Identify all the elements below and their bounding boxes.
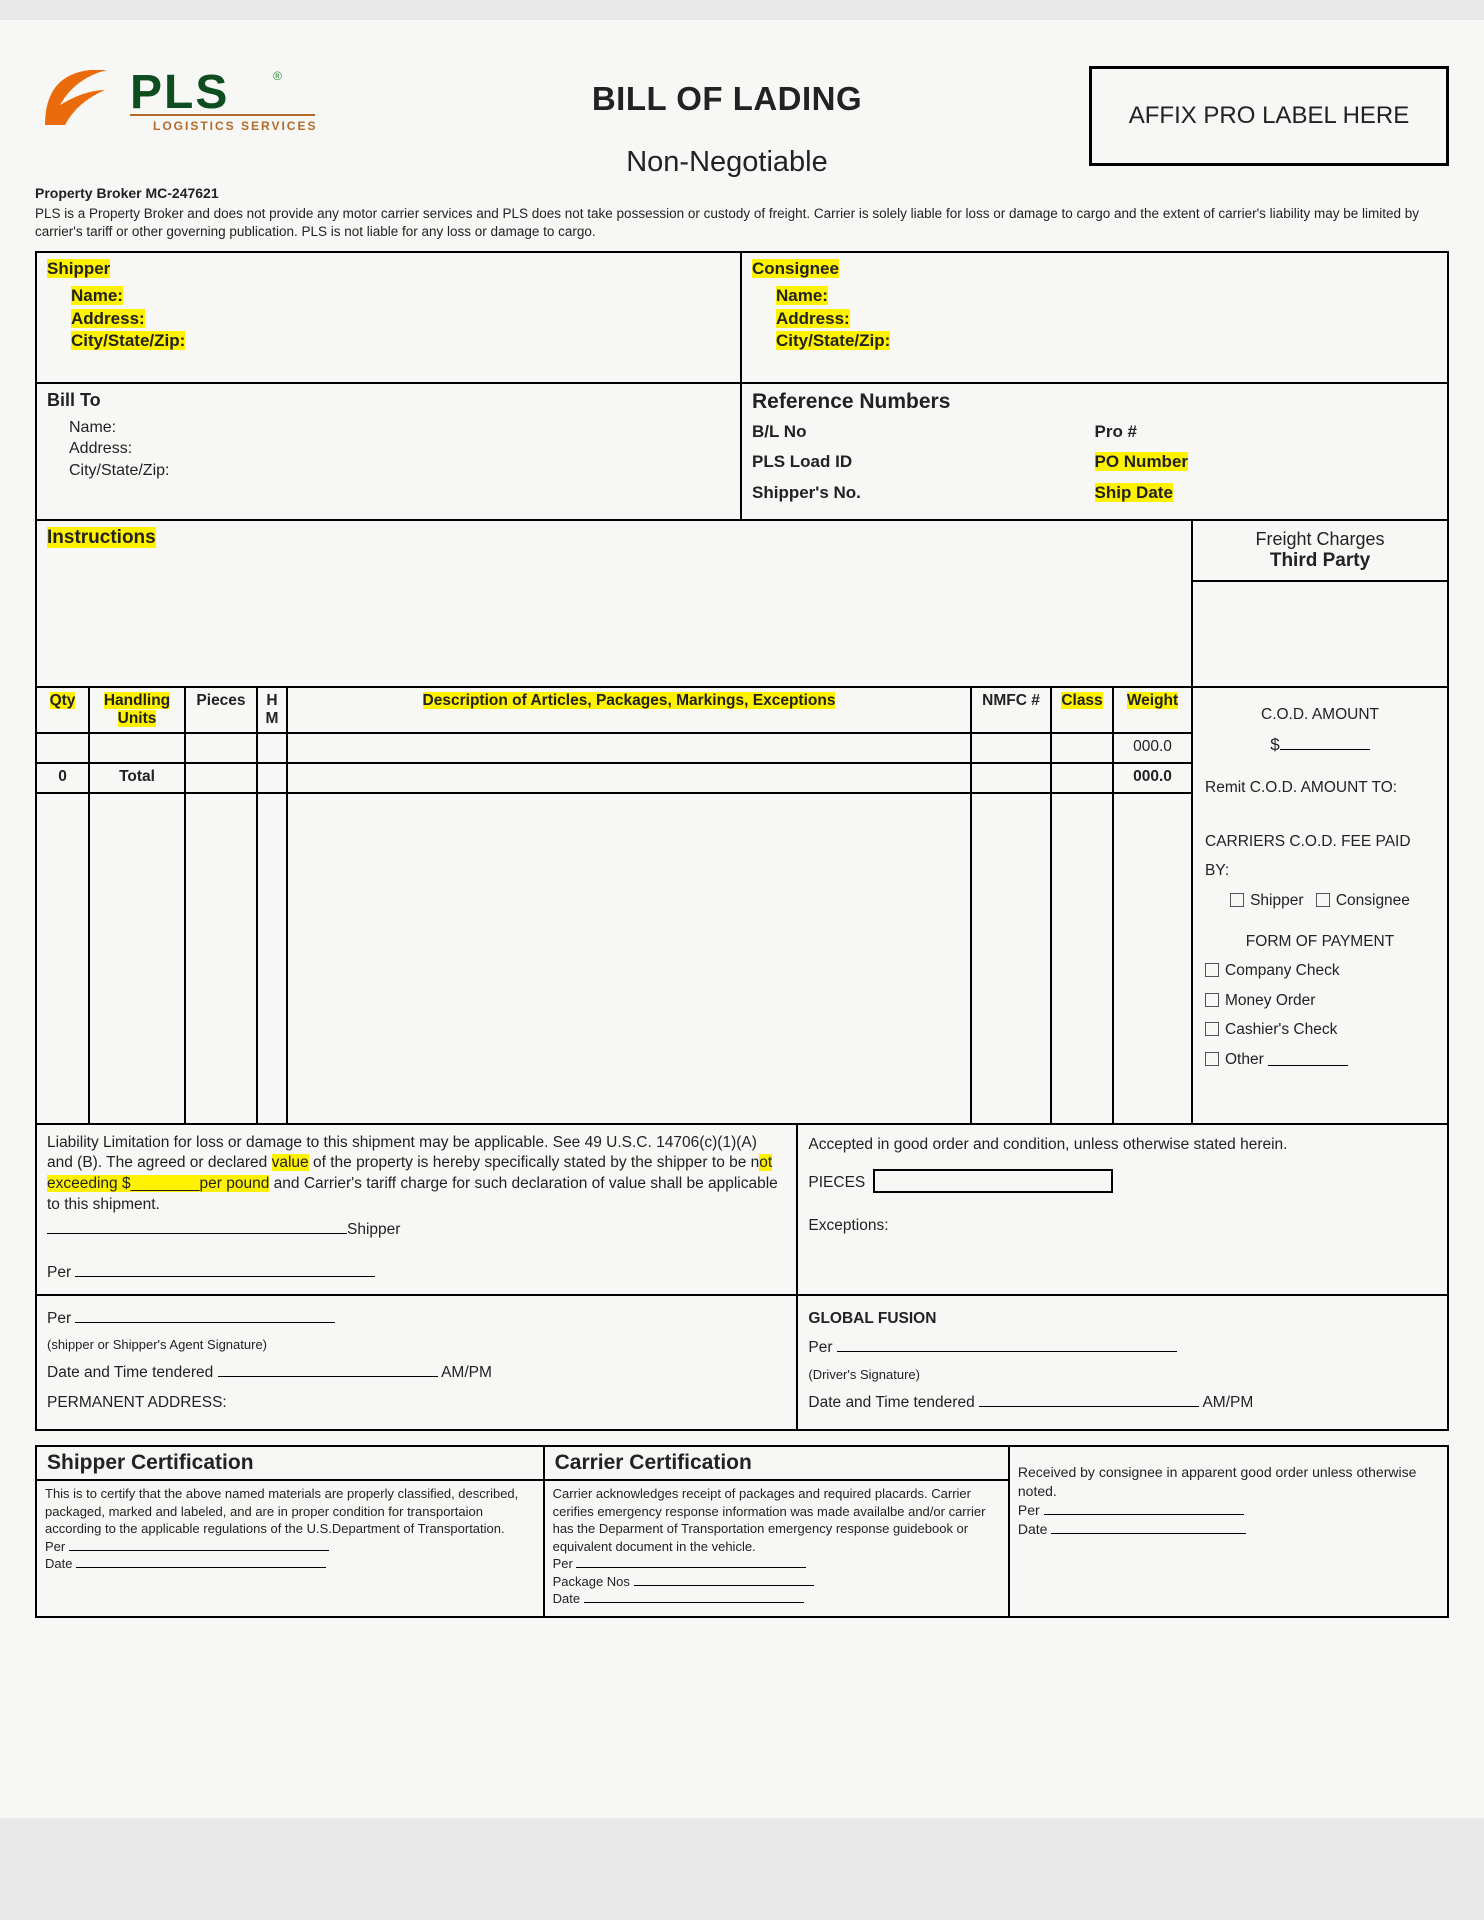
table-row: 000.0 xyxy=(37,733,1191,763)
table-row-total: 0 Total 000.0 xyxy=(37,763,1191,793)
bill-of-lading-page: PLS ® LOGISTICS SERVICES BILL OF LADING … xyxy=(0,20,1484,1818)
driver-signature: GLOBAL FUSION Per (Driver's Signature) D… xyxy=(798,1296,1447,1429)
doc-subtitle: Non-Negotiable xyxy=(385,146,1069,179)
svg-text:PLS: PLS xyxy=(130,66,229,119)
liability-text: Liability Limitation for loss or damage … xyxy=(37,1125,798,1295)
checkbox-shipper[interactable] xyxy=(1230,893,1244,907)
logo-block: PLS ® LOGISTICS SERVICES xyxy=(35,60,365,145)
shipper-signature: Per (shipper or Shipper's Agent Signatur… xyxy=(37,1296,798,1429)
checkbox-money-order[interactable] xyxy=(1205,993,1219,1007)
items-row: Qty Handling Units Pieces H M Descriptio… xyxy=(35,688,1449,1125)
instructions-row: Instructions Freight Charges Third Party xyxy=(35,521,1449,688)
received-cert: Received by consignee in apparent good o… xyxy=(1010,1447,1447,1616)
shipper-box: Shipper Name: Address: City/State/Zip: xyxy=(37,253,742,383)
billto-box: Bill To Name: Address: City/State/Zip: xyxy=(37,384,742,519)
broker-id: Property Broker MC-247621 xyxy=(35,185,1449,201)
checkbox-company-check[interactable] xyxy=(1205,963,1219,977)
liability-row: Liability Limitation for loss or damage … xyxy=(35,1125,1449,1297)
pls-logo-icon: PLS ® LOGISTICS SERVICES xyxy=(35,60,335,140)
accepted-box: Accepted in good order and condition, un… xyxy=(798,1125,1447,1295)
checkbox-cashiers-check[interactable] xyxy=(1205,1022,1219,1036)
parties-block: Shipper Name: Address: City/State/Zip: C… xyxy=(35,251,1449,520)
shipper-cert: Shipper Certification This is to certify… xyxy=(37,1447,545,1616)
pieces-input[interactable] xyxy=(873,1169,1113,1193)
signature-row: Per (shipper or Shipper's Agent Signatur… xyxy=(35,1296,1449,1431)
table-filler xyxy=(37,793,1191,1123)
title-block: BILL OF LADING Non-Negotiable xyxy=(385,60,1069,179)
disclaimer: PLS is a Property Broker and does not pr… xyxy=(35,205,1449,241)
consignee-box: Consignee Name: Address: City/State/Zip: xyxy=(742,253,1447,383)
svg-text:LOGISTICS SERVICES: LOGISTICS SERVICES xyxy=(153,119,317,133)
doc-title: BILL OF LADING xyxy=(385,80,1069,118)
header: PLS ® LOGISTICS SERVICES BILL OF LADING … xyxy=(35,60,1449,179)
svg-text:®: ® xyxy=(273,69,282,83)
items-table: Qty Handling Units Pieces H M Descriptio… xyxy=(37,688,1191,1123)
carrier-cert: Carrier Certification Carrier acknowledg… xyxy=(545,1447,1010,1616)
checkbox-consignee[interactable] xyxy=(1316,893,1330,907)
cod-panel: C.O.D. AMOUNT $ Remit C.O.D. AMOUNT TO: … xyxy=(1193,688,1447,1123)
checkbox-other[interactable] xyxy=(1205,1052,1219,1066)
freight-charges-box: Freight Charges Third Party xyxy=(1193,521,1447,686)
reference-box: Reference Numbers B/L No PLS Load ID Shi… xyxy=(742,384,1447,519)
affix-label-box: AFFIX PRO LABEL HERE xyxy=(1089,66,1449,166)
certification-row: Shipper Certification This is to certify… xyxy=(35,1445,1449,1618)
